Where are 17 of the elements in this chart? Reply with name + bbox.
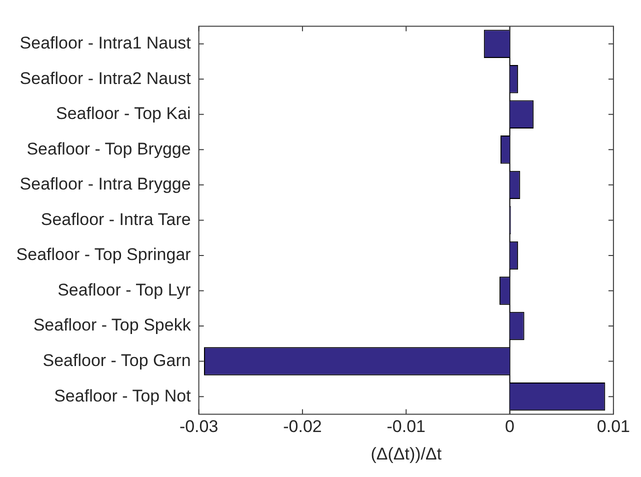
x-tick-label: -0.01 — [386, 417, 426, 436]
x-axis-title: (Δ(Δt))/Δt — [370, 444, 442, 464]
y-tick-label: Seafloor - Intra2 Naust — [20, 68, 192, 88]
y-tick-label: Seafloor - Top Brygge — [26, 139, 191, 158]
x-tick-label: 0 — [505, 417, 515, 436]
x-tick-label: -0.03 — [179, 417, 218, 436]
x-tick-label: -0.02 — [283, 417, 322, 436]
x-tick-label: 0.01 — [596, 417, 630, 436]
y-tick-label: Seafloor - Top Kai — [56, 104, 191, 124]
y-tick-label: Seafloor - Intra1 Naust — [20, 34, 192, 53]
y-tick-label: Seafloor - Top Lyr — [58, 280, 192, 300]
y-tick-label: Seafloor - Top Springar — [16, 245, 192, 264]
y-tick-label: Seafloor - Intra Tare — [40, 210, 191, 229]
y-tick-label: Seafloor - Intra Brygge — [20, 174, 191, 194]
y-tick-label: Seafloor - Top Spekk — [33, 316, 192, 335]
y-tick-label: Seafloor - Top Not — [54, 386, 192, 406]
y-tick-label: Seafloor - Top Garn — [42, 350, 191, 370]
